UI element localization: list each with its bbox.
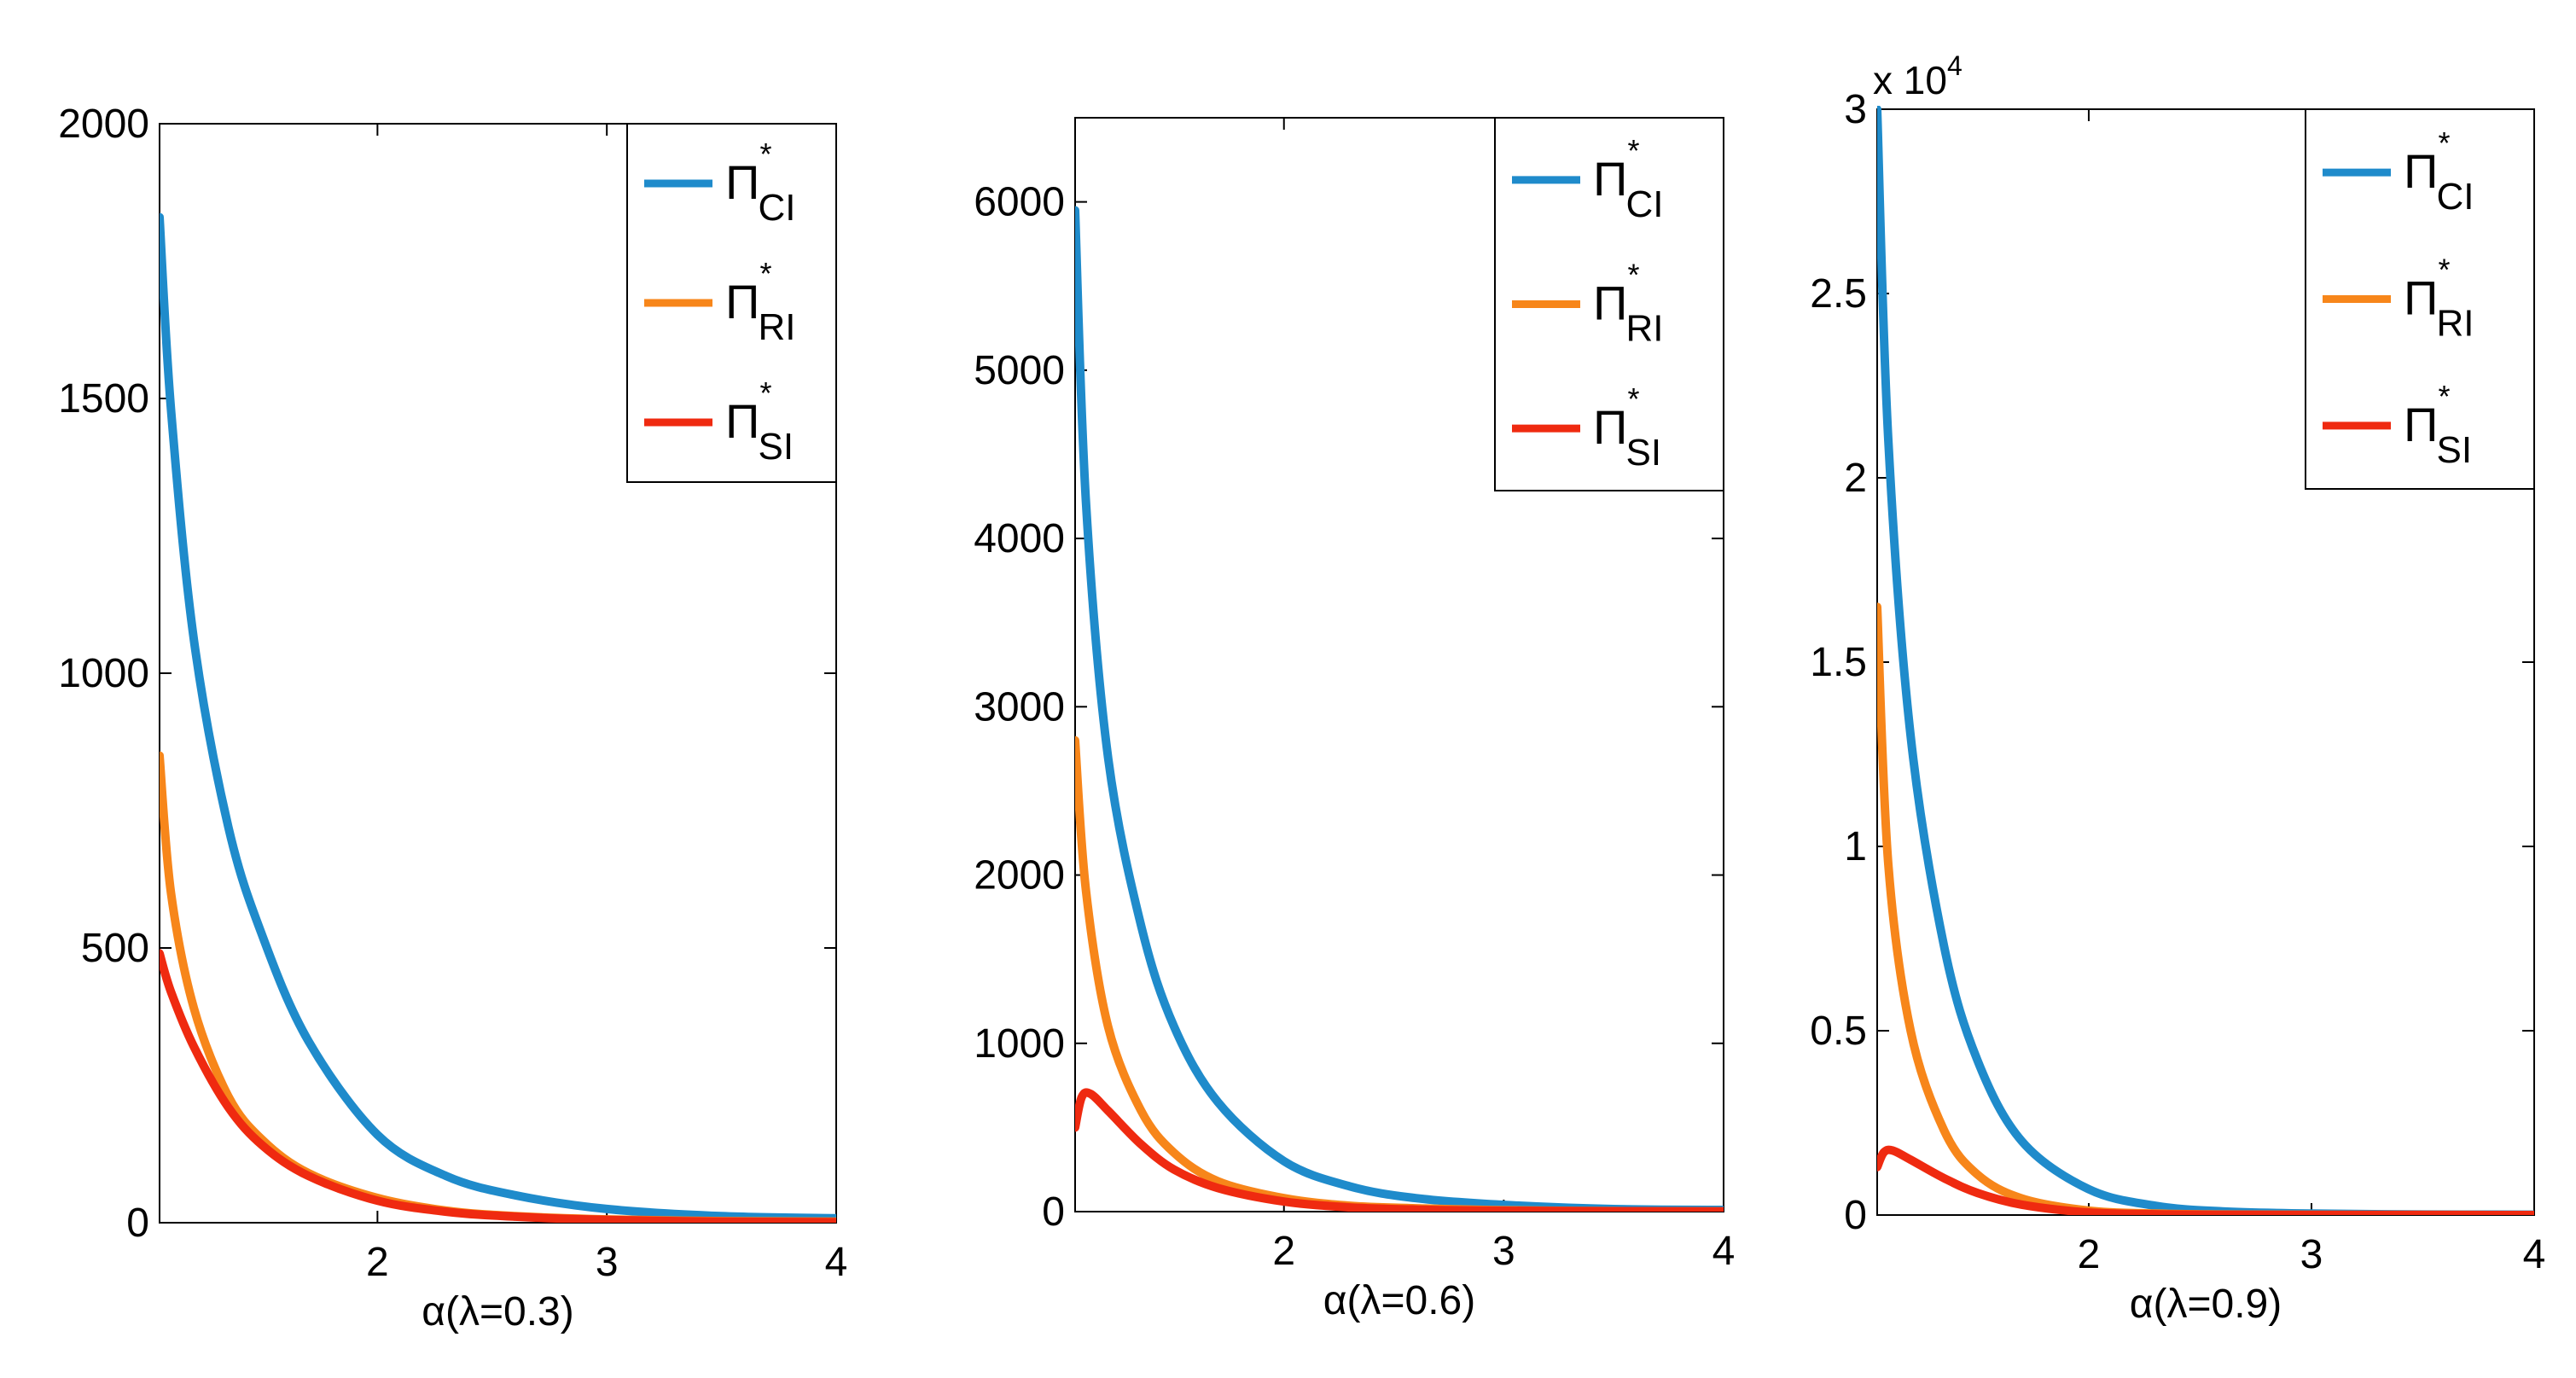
x-tick-label: 2: [2078, 1232, 2101, 1277]
legend-superscript: *: [2438, 253, 2450, 288]
legend-superscript: *: [2438, 125, 2450, 160]
legend-label-ri: Π* RI: [1593, 258, 1663, 350]
legend-subscript: SI: [2436, 429, 2472, 471]
series-line-ri: [1075, 736, 1724, 1212]
legend-superscript: *: [1627, 381, 1639, 416]
legend-subscript: RI: [1625, 308, 1663, 350]
x-tick-label: 4: [2523, 1232, 2546, 1277]
legend-superscript: *: [1627, 133, 1639, 168]
legend: Π* CIΠ* RIΠ* SI: [1494, 117, 1724, 491]
x-tick-label: 3: [1492, 1229, 1515, 1274]
legend-label-si: Π* SI: [725, 375, 794, 468]
series-group: [1877, 106, 2534, 1215]
legend-label-ri: Π* RI: [2404, 253, 2474, 345]
series-group: [1075, 206, 1724, 1212]
series-line-ci: [160, 212, 836, 1223]
y-tick-label: 6000: [974, 180, 1065, 225]
series-line-si: [1075, 1088, 1724, 1212]
legend-symbol: Π: [1593, 152, 1627, 206]
x-tick-label: 2: [1272, 1229, 1295, 1274]
series-group: [160, 212, 836, 1223]
legend-subscript: CI: [1625, 183, 1663, 225]
y-tick-label: 0: [1844, 1193, 1867, 1238]
y-tick-label: 5000: [974, 348, 1065, 393]
legend: Π* CIΠ* RIΠ* SI: [2305, 108, 2535, 490]
y-multiplier-exponent: 4: [1947, 50, 1963, 81]
legend-superscript: *: [759, 137, 771, 172]
y-tick-label: 0: [126, 1201, 149, 1246]
legend-superscript: *: [2438, 379, 2450, 414]
legend-label-ci: Π* CI: [725, 137, 795, 229]
y-tick-label: 4000: [974, 516, 1065, 561]
legend-symbol: Π: [725, 155, 759, 209]
legend-symbol: Π: [1593, 400, 1627, 454]
x-axis-label: α(λ=0.3): [422, 1289, 573, 1334]
series-line-si: [1877, 1145, 2534, 1215]
legend-subscript: SI: [1625, 432, 1661, 474]
y-tick-label: 0: [1042, 1189, 1065, 1235]
y-tick-label: 1.5: [1810, 640, 1867, 685]
y-tick-label: 1000: [974, 1021, 1065, 1067]
legend-superscript: *: [759, 256, 771, 291]
x-tick-label: 2: [366, 1240, 389, 1285]
legend-subscript: SI: [758, 426, 794, 468]
legend-symbol: Π: [2404, 144, 2438, 198]
y-tick-label: 2000: [58, 102, 149, 147]
legend-subscript: RI: [2436, 303, 2474, 345]
legend-symbol: Π: [725, 394, 759, 448]
y-tick-label: 1: [1844, 824, 1867, 869]
x-axis-label: α(λ=0.6): [1323, 1278, 1475, 1323]
y-tick-label: 2.5: [1810, 271, 1867, 317]
x-tick-label: 3: [2300, 1232, 2323, 1277]
x-tick-label: 4: [1712, 1229, 1736, 1274]
legend-subscript: RI: [758, 306, 795, 348]
legend-label-ci: Π* CI: [2404, 125, 2474, 218]
legend-symbol: Π: [2404, 271, 2438, 325]
x-tick-label: 3: [596, 1240, 619, 1285]
legend-label-ri: Π* RI: [725, 256, 795, 348]
legend-symbol: Π: [725, 275, 759, 329]
y-tick-label: 3: [1844, 87, 1867, 132]
y-tick-label: 1000: [58, 651, 149, 696]
y-tick-label: 3000: [974, 684, 1065, 730]
legend-superscript: *: [1627, 258, 1639, 293]
y-tick-label: 1500: [58, 376, 149, 422]
y-multiplier: x 104: [1873, 50, 1963, 102]
legend: Π* CIΠ* RIΠ* SI: [626, 123, 837, 483]
series-line-si: [160, 949, 836, 1223]
series-line-ri: [160, 751, 836, 1223]
legend-symbol: Π: [1593, 276, 1627, 330]
y-tick-label: 500: [81, 926, 149, 971]
y-tick-label: 0.5: [1810, 1009, 1867, 1054]
legend-label-ci: Π* CI: [1593, 133, 1663, 225]
legend-superscript: *: [759, 375, 771, 410]
x-axis-label: α(λ=0.9): [2130, 1282, 2282, 1327]
y-tick-label: 2: [1844, 456, 1867, 501]
legend-symbol: Π: [2404, 398, 2438, 451]
legend-label-si: Π* SI: [1593, 381, 1661, 474]
legend-subscript: CI: [2436, 176, 2474, 218]
y-tick-label: 2000: [974, 853, 1065, 898]
series-line-ci: [1075, 206, 1724, 1212]
series-line-ri: [1877, 602, 2534, 1215]
legend-label-si: Π* SI: [2404, 379, 2472, 471]
x-tick-label: 4: [825, 1240, 848, 1285]
legend-subscript: CI: [758, 187, 795, 229]
